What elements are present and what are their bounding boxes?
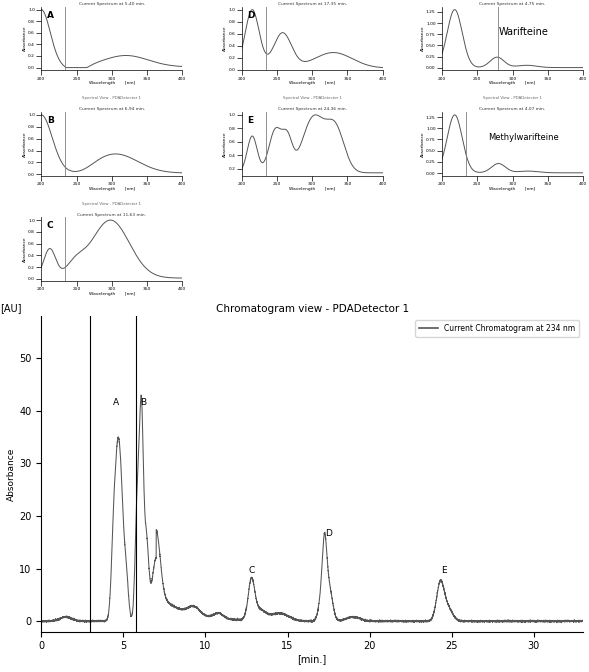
Text: [AU]: [AU] [1,303,22,313]
Title: Current Spectrum at 4,07 min.: Current Spectrum at 4,07 min. [479,108,545,112]
Title: Current Spectrum at 11,63 min.: Current Spectrum at 11,63 min. [77,212,146,216]
Y-axis label: Absorbance: Absorbance [23,26,27,52]
Y-axis label: Absorbance: Absorbance [223,131,227,157]
Text: B: B [140,398,146,407]
Y-axis label: Absorbance: Absorbance [223,26,227,52]
X-axis label: Wavelength       [nm]: Wavelength [nm] [289,81,335,85]
Title: Chromatogram view - PDADetector 1: Chromatogram view - PDADetector 1 [216,304,409,314]
Text: Spectral View - PDADetector 1: Spectral View - PDADetector 1 [283,97,342,101]
Y-axis label: Absorbance: Absorbance [7,448,16,501]
Text: Spectral View - PDADetector 1: Spectral View - PDADetector 1 [483,97,542,101]
Y-axis label: Absorbance: Absorbance [421,131,425,157]
Text: C: C [47,221,54,230]
X-axis label: Wavelength       [nm]: Wavelength [nm] [89,292,135,296]
Y-axis label: Absorbance: Absorbance [23,237,27,262]
Text: Methylwarifteine: Methylwarifteine [488,133,559,142]
Text: Warifteine: Warifteine [499,28,549,37]
Text: Spectral View - PDADetector 1: Spectral View - PDADetector 1 [82,97,141,101]
Title: Current Spectrum at 5,40 min.: Current Spectrum at 5,40 min. [78,2,145,6]
Text: E: E [441,566,446,575]
Title: Current Spectrum at 4,75 min.: Current Spectrum at 4,75 min. [479,2,546,6]
Title: Current Spectrum at 17,35 min.: Current Spectrum at 17,35 min. [277,2,347,6]
X-axis label: [min.]: [min.] [297,654,327,664]
Title: Current Spectrum at 24,36 min.: Current Spectrum at 24,36 min. [277,108,347,112]
X-axis label: Wavelength       [nm]: Wavelength [nm] [89,81,135,85]
Text: Spectral View - PDADetector 1: Spectral View - PDADetector 1 [82,202,141,206]
Text: A: A [47,11,54,19]
X-axis label: Wavelength       [nm]: Wavelength [nm] [89,187,135,191]
Text: D: D [247,11,255,19]
Y-axis label: Absorbance: Absorbance [421,26,425,52]
Y-axis label: Absorbance: Absorbance [23,131,27,157]
Title: Current Spectrum at 6,94 min.: Current Spectrum at 6,94 min. [79,108,145,112]
X-axis label: Wavelength       [nm]: Wavelength [nm] [489,81,535,85]
Text: C: C [249,566,254,575]
X-axis label: Wavelength       [nm]: Wavelength [nm] [489,187,535,191]
Text: B: B [47,116,54,125]
Text: A: A [113,398,119,407]
Legend: Current Chromatogram at 234 nm: Current Chromatogram at 234 nm [415,320,580,337]
Text: D: D [325,529,332,538]
Text: E: E [247,116,253,125]
X-axis label: Wavelength       [nm]: Wavelength [nm] [289,187,335,191]
